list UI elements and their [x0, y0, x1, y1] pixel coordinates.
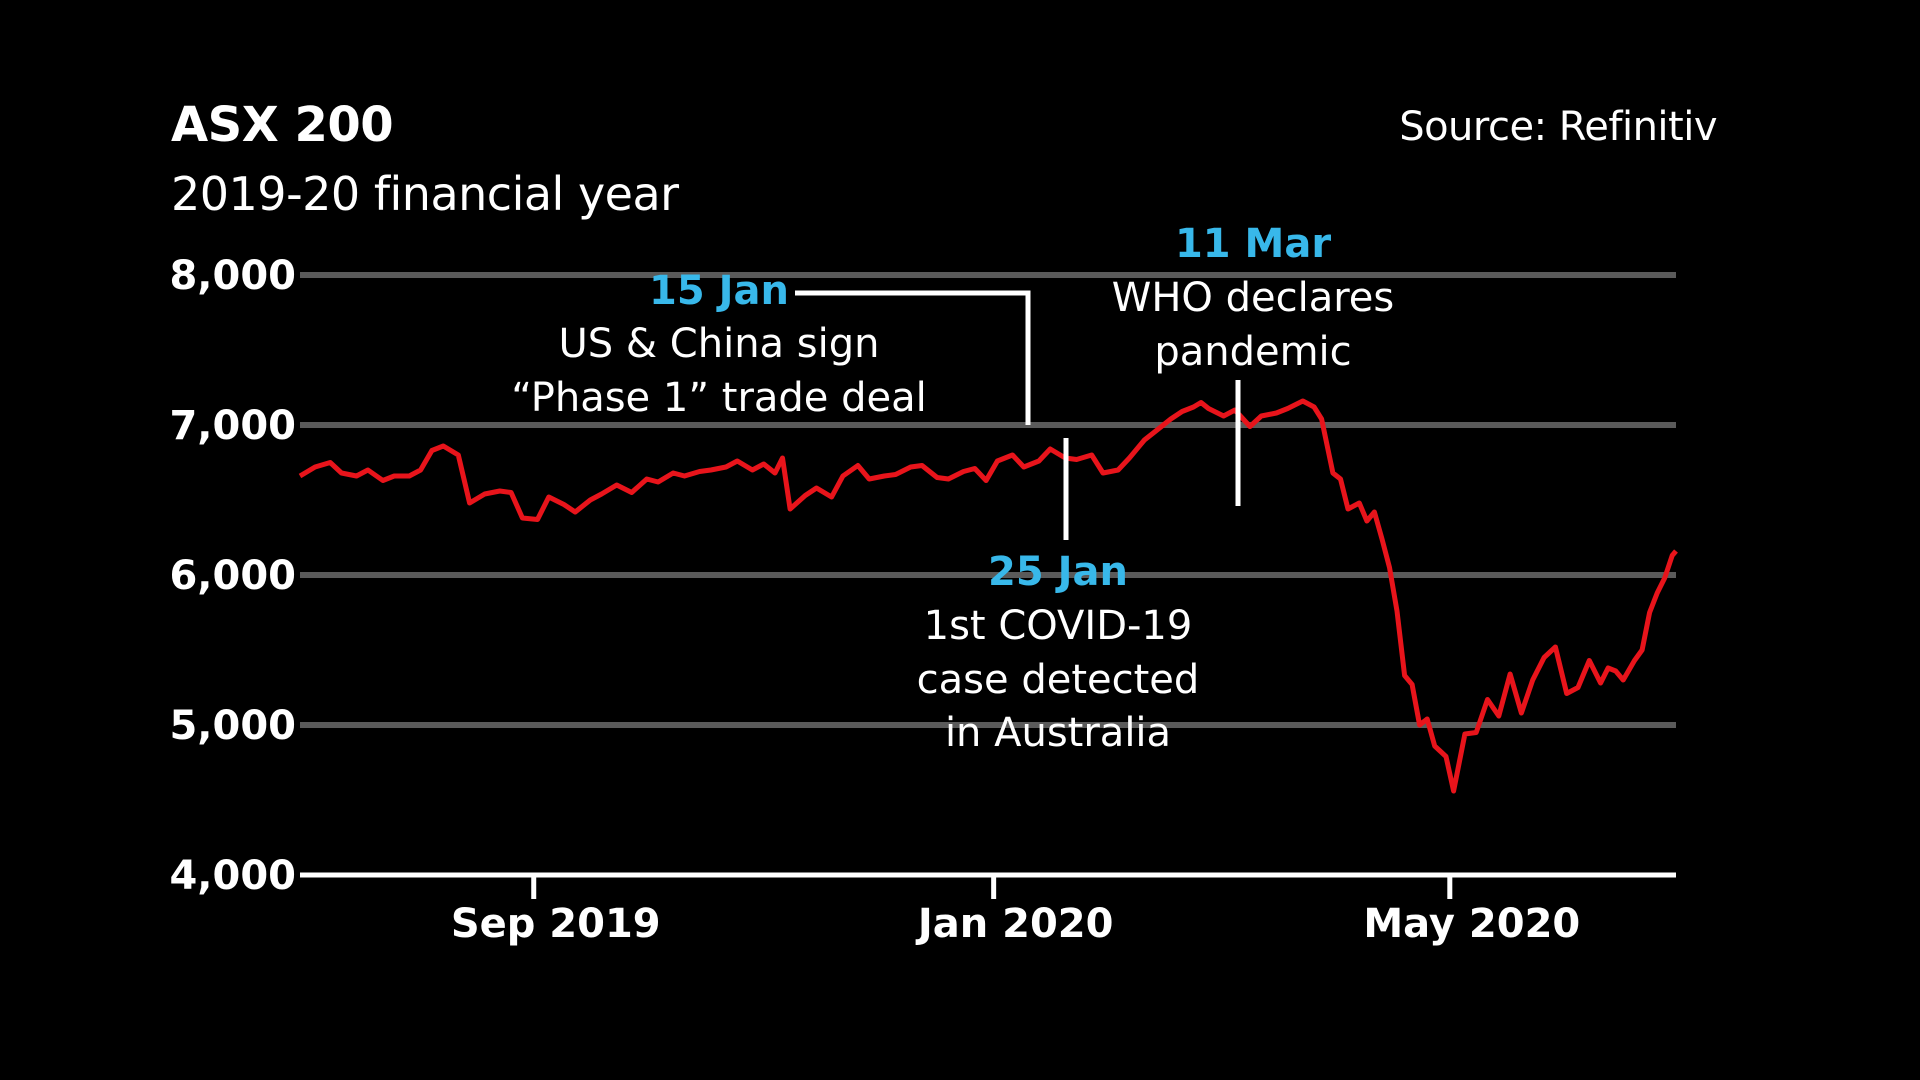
annotation-date: 11 Mar — [1175, 221, 1331, 267]
annotation-line: pandemic — [1154, 329, 1351, 375]
y-tick-label: 4,000 — [169, 853, 296, 899]
chart-source: Source: Refinitiv — [1399, 104, 1717, 150]
x-tick-label: Jan 2020 — [915, 901, 1114, 947]
annotation-line: US & China sign — [559, 321, 880, 367]
annotation-line: in Australia — [945, 710, 1171, 756]
annotation-line: case detected — [917, 657, 1200, 703]
asx200-line — [298, 398, 1678, 794]
annotation-line: WHO declares — [1112, 275, 1394, 321]
annotation-11-mar: 11 Mar WHO declares pandemic — [1112, 221, 1394, 375]
leader-15-jan — [795, 290, 1031, 425]
y-tick-label: 6,000 — [169, 553, 296, 599]
y-tick-label: 8,000 — [169, 253, 296, 299]
annotation-line: 1st COVID-19 — [924, 603, 1193, 649]
y-tick-label: 5,000 — [169, 703, 296, 749]
y-tick-label: 7,000 — [169, 403, 296, 449]
series-line — [298, 398, 1678, 794]
x-axis: Sep 2019 Jan 2020 May 2020 — [300, 872, 1676, 947]
annotation-line: “Phase 1” trade deal — [511, 375, 927, 421]
chart-title: ASX 200 — [171, 97, 394, 153]
y-axis: 8,000 7,000 6,000 5,000 4,000 — [169, 253, 296, 899]
chart-subtitle: 2019-20 financial year — [171, 167, 679, 221]
gridlines — [300, 272, 1676, 728]
x-tick-label: Sep 2019 — [451, 901, 661, 947]
annotation-date: 15 Jan — [649, 268, 789, 314]
annotation-leaders — [795, 290, 1241, 540]
annotation-date: 25 Jan — [988, 549, 1128, 595]
annotation-25-jan: 25 Jan 1st COVID-19 case detected in Aus… — [917, 549, 1200, 756]
x-tick-label: May 2020 — [1363, 901, 1580, 947]
annotation-15-jan: 15 Jan US & China sign “Phase 1” trade d… — [511, 268, 927, 421]
